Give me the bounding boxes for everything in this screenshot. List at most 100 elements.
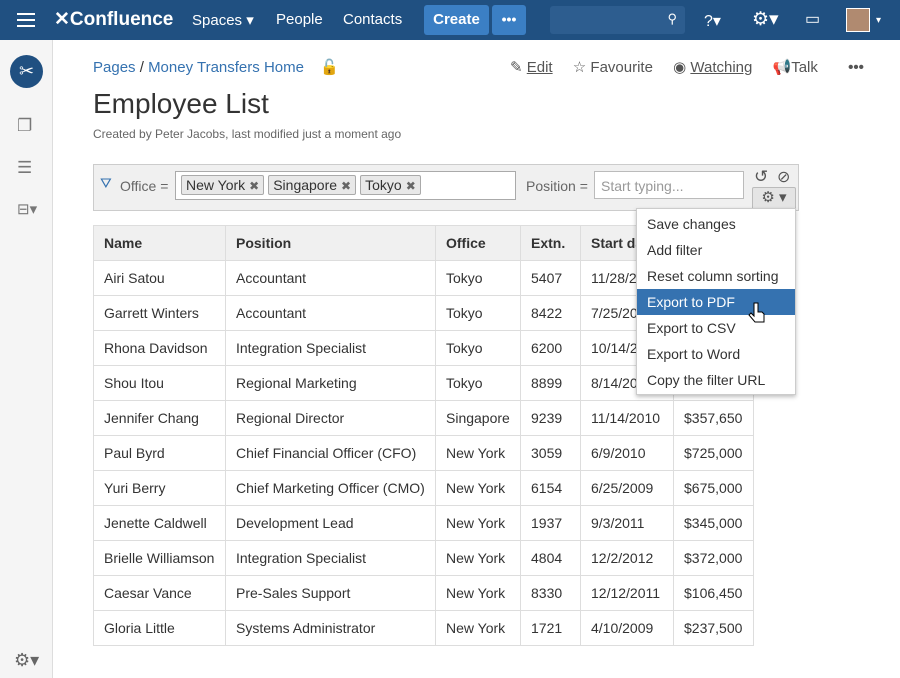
chip-remove[interactable]: ✖: [341, 179, 351, 193]
table-cell: 6/25/2009: [581, 471, 674, 506]
settings-icon[interactable]: ⚙▾: [752, 8, 779, 31]
breadcrumb[interactable]: Money Transfers Home: [148, 59, 304, 76]
pages-icon[interactable]: ❐: [17, 116, 32, 136]
chip-remove[interactable]: ✖: [249, 179, 259, 193]
table-cell: Chief Financial Officer (CFO): [226, 436, 436, 471]
table-cell: Shou Itou: [94, 366, 226, 401]
clear-icon[interactable]: ⊘: [777, 167, 790, 187]
action-text: Watching: [690, 59, 752, 76]
table-cell: 9239: [521, 401, 581, 436]
watching[interactable]: ◉ Watching: [673, 59, 752, 76]
menu-item[interactable]: Save changes: [637, 211, 795, 237]
favourite[interactable]: ☆ Favourite: [573, 59, 653, 76]
table-cell: Regional Director: [226, 401, 436, 436]
logo[interactable]: ✕Confluence: [54, 8, 173, 31]
chip-remove[interactable]: ✖: [406, 179, 416, 193]
position-filter[interactable]: Start typing...: [594, 171, 744, 199]
menu-item[interactable]: Add filter: [637, 237, 795, 263]
table-row: Gloria LittleSystems AdministratorNew Yo…: [94, 611, 754, 646]
more-actions[interactable]: •••: [848, 59, 864, 76]
menu-icon[interactable]: [17, 12, 35, 28]
breadcrumb[interactable]: Pages: [93, 59, 136, 76]
tree-icon[interactable]: ⊟▾: [17, 200, 37, 218]
column-header[interactable]: Position: [226, 226, 436, 261]
column-header[interactable]: Extn.: [521, 226, 581, 261]
menu-item[interactable]: Reset column sorting: [637, 263, 795, 289]
table-cell: 12/2/2012: [581, 541, 674, 576]
filter-chip[interactable]: Tokyo ✖: [360, 175, 421, 195]
filter-chip[interactable]: Singapore✖: [268, 175, 356, 195]
table-cell: Gloria Little: [94, 611, 226, 646]
column-header[interactable]: Office: [436, 226, 521, 261]
action-text: Talk: [791, 59, 818, 76]
talk[interactable]: 📢Talk: [773, 59, 818, 76]
blog-icon[interactable]: ☰: [17, 158, 32, 178]
space-logo[interactable]: ✂: [10, 55, 43, 88]
table-cell: New York: [436, 611, 521, 646]
table-row: Jenette CaldwellDevelopment LeadNew York…: [94, 506, 754, 541]
table-cell: Singapore: [436, 401, 521, 436]
table-cell: Integration Specialist: [226, 541, 436, 576]
table-cell: Tokyo: [436, 331, 521, 366]
table-cell: New York: [436, 506, 521, 541]
notifications-icon[interactable]: ▭: [805, 9, 820, 29]
edit[interactable]: ✎ Edit: [510, 59, 553, 76]
table-cell: 5407: [521, 261, 581, 296]
table-cell: $357,650: [674, 401, 754, 436]
space-settings[interactable]: ⚙▾: [14, 650, 39, 671]
nav-text: Spaces: [192, 12, 242, 29]
table-cell: 8899: [521, 366, 581, 401]
table-cell: 11/14/2010: [581, 401, 674, 436]
table-row: Paul ByrdChief Financial Officer (CFO)Ne…: [94, 436, 754, 471]
column-header[interactable]: Name: [94, 226, 226, 261]
sidebar: ✂ ❐ ☰ ⊟▾ ⚙▾: [0, 40, 53, 678]
table-row: Yuri BerryChief Marketing Officer (CMO)N…: [94, 471, 754, 506]
dropdown-menu: Save changesAdd filterReset column sorti…: [636, 208, 796, 395]
search-box[interactable]: ⚲: [550, 6, 685, 34]
table-cell: $345,000: [674, 506, 754, 541]
table-cell: 8330: [521, 576, 581, 611]
filter-label: Office =: [120, 178, 168, 194]
office-filter[interactable]: New York✖Singapore✖Tokyo✖: [175, 171, 516, 200]
menu-item[interactable]: Copy the filter URL: [637, 367, 795, 393]
chip-text: New York: [186, 177, 245, 193]
page-actions: ✎ Edit ☆ Favourite ◉ Watching 📢Talk •••: [510, 58, 864, 76]
table-cell: Tokyo: [436, 261, 521, 296]
help-icon[interactable]: ?▾: [704, 11, 721, 31]
table-cell: 8422: [521, 296, 581, 331]
filter-label: Position =: [526, 178, 588, 194]
menu-item[interactable]: Export to Word: [637, 341, 795, 367]
nav-item[interactable]: Spaces ▾: [192, 11, 254, 29]
table-cell: $675,000: [674, 471, 754, 506]
table-cell: Airi Satou: [94, 261, 226, 296]
table-cell: 6154: [521, 471, 581, 506]
table-cell: Jennifer Chang: [94, 401, 226, 436]
table-cell: Integration Specialist: [226, 331, 436, 366]
action-text: Favourite: [590, 59, 653, 76]
undo-icon[interactable]: ↺: [754, 167, 768, 187]
table-cell: New York: [436, 436, 521, 471]
table-cell: Tokyo: [436, 366, 521, 401]
table-cell: 3059: [521, 436, 581, 471]
table-row: Caesar VancePre-Sales SupportNew York833…: [94, 576, 754, 611]
nav-item[interactable]: People: [276, 11, 323, 28]
menu-item[interactable]: Export to CSV: [637, 315, 795, 341]
create-button[interactable]: Create: [424, 5, 489, 35]
nav-item[interactable]: Contacts: [343, 11, 402, 28]
more-button[interactable]: •••: [492, 5, 526, 35]
avatar[interactable]: [846, 8, 870, 32]
gear-button[interactable]: ⚙ ▾: [752, 187, 796, 210]
chip-text: Tokyo: [365, 177, 402, 193]
table-cell: Systems Administrator: [226, 611, 436, 646]
avatar-caret[interactable]: ▾: [876, 15, 881, 26]
table-cell: New York: [436, 541, 521, 576]
filter-chip[interactable]: New York ✖: [181, 175, 264, 195]
table-cell: Rhona Davidson: [94, 331, 226, 366]
menu-item[interactable]: Export to PDF: [637, 289, 795, 315]
lock-icon[interactable]: 🔓: [320, 59, 339, 76]
filter-bar: ⛛ Office = New York✖Singapore✖Tokyo✖ Pos…: [93, 164, 799, 211]
table-cell: Tokyo: [436, 296, 521, 331]
byline: Created by Peter Jacobs, last modified j…: [93, 127, 401, 141]
table-cell: $372,000: [674, 541, 754, 576]
